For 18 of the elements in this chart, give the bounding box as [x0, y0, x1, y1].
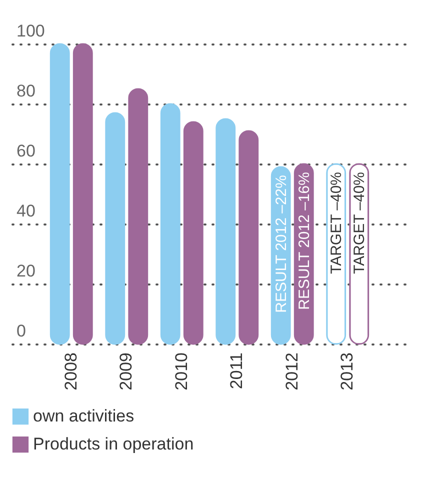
legend-label: own activities: [33, 406, 134, 426]
y-tick-label: 20: [16, 262, 36, 280]
annotation: TARGET –40%: [351, 172, 368, 274]
y-tick-label: 80: [16, 82, 36, 100]
legend-label: Products in operation: [33, 434, 194, 454]
x-tick-label: 2009: [116, 352, 136, 390]
x-tick-label: 2012: [282, 352, 302, 390]
annotation: TARGET –40%: [328, 172, 346, 274]
x-tick-label: 2011: [227, 352, 246, 390]
x-tick-label: 2010: [172, 352, 191, 390]
y-tick-label: 100: [16, 22, 45, 40]
y-tick-label: 40: [16, 202, 36, 220]
x-tick-label: 2013: [338, 352, 357, 390]
annotation: RESULT 2012 –16%: [296, 172, 313, 310]
y-tick-label: 0: [16, 322, 26, 340]
y-tick-label: 60: [16, 142, 36, 160]
annotation: RESULT 2012 –22%: [272, 175, 290, 313]
x-tick-label: 2008: [61, 352, 80, 390]
